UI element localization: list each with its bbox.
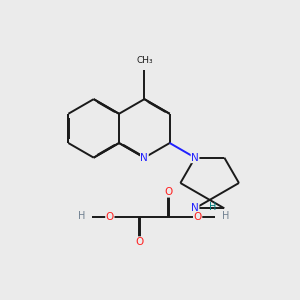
Text: N: N (191, 203, 199, 213)
Text: H: H (222, 211, 230, 221)
Text: O: O (164, 187, 172, 197)
Text: O: O (106, 212, 114, 222)
Text: H: H (209, 202, 216, 212)
Text: H: H (78, 211, 85, 221)
Text: O: O (194, 212, 202, 222)
Text: N: N (140, 153, 148, 163)
Text: O: O (135, 237, 143, 247)
Text: CH₃: CH₃ (136, 56, 153, 65)
Text: N: N (191, 153, 199, 163)
